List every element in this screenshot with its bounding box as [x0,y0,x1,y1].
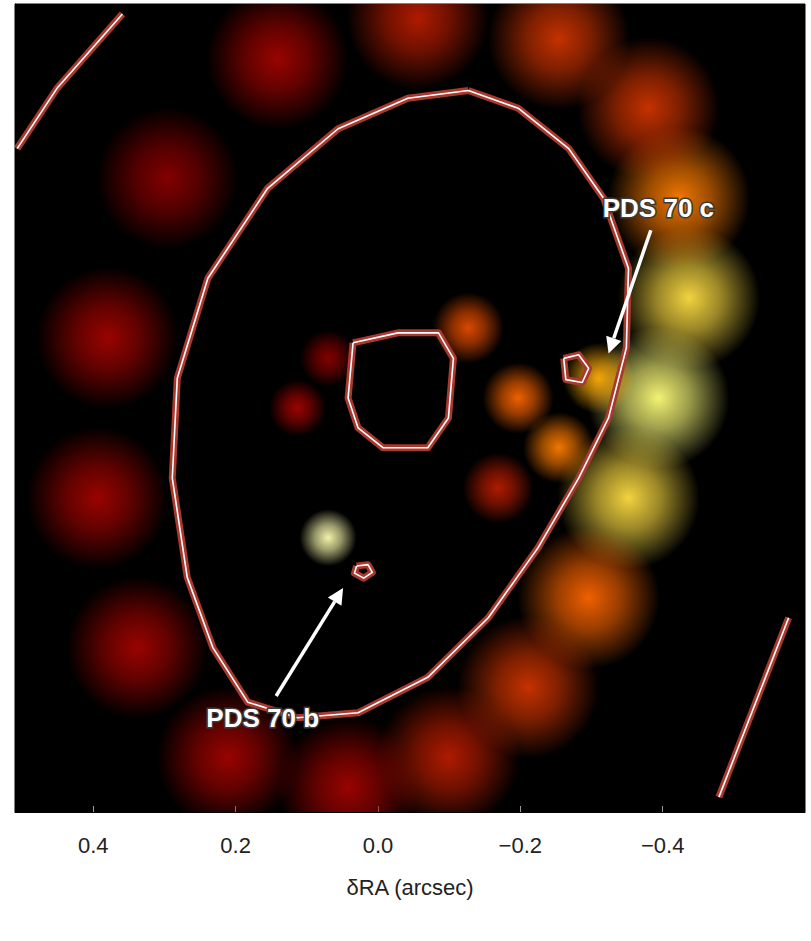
svg-text:−0.2: −0.2 [499,833,542,858]
svg-text:PDS 70 c: PDS 70 c [603,193,714,223]
svg-text:0.2: 0.2 [220,833,251,858]
svg-text:0.4: 0.4 [78,833,109,858]
svg-text:0.0: 0.0 [363,833,394,858]
svg-text:PDS 70 b: PDS 70 b [206,703,319,733]
svg-text:−0.4: −0.4 [641,833,684,858]
svg-text:δRA (arcsec): δRA (arcsec) [346,875,473,900]
